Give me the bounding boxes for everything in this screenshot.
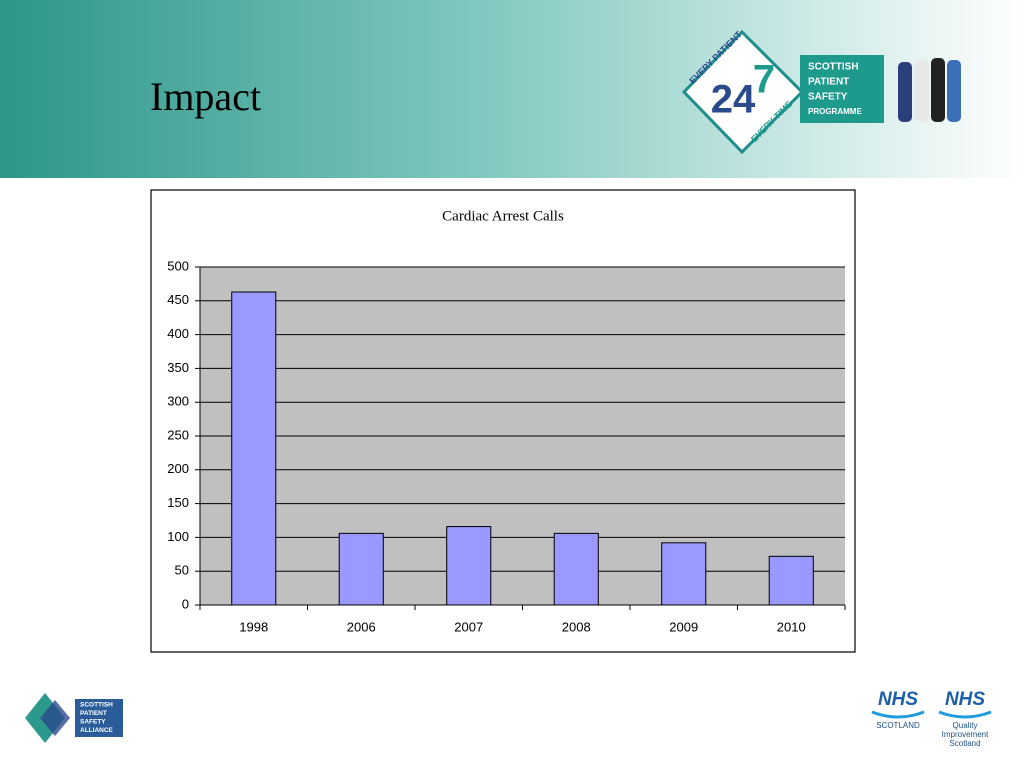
y-tick-label: 400 [167,326,189,341]
y-tick-label: 200 [167,461,189,476]
y-tick-label: 150 [167,495,189,510]
bar [553,532,599,606]
logo-number: 24 [711,78,756,122]
logo-diamond [681,29,805,155]
chart-title: Cardiac Arrest Calls [442,208,564,224]
logo-number: 7 [753,58,775,102]
bar [231,291,277,606]
bar [446,526,492,606]
logo-text: SCOTTISH [80,702,113,709]
nhs-swoosh [938,710,992,719]
staff-figures [898,58,961,122]
logo-panel [800,55,884,123]
x-tick-label: 1998 [239,619,268,634]
nhs-sub: SCOTLAND [876,721,920,730]
logo-text: PROGRAMME [808,107,862,116]
nhs-sub: Scotland [949,739,980,748]
nhs-box [939,688,991,710]
logo-text: SCOTTISH [808,62,859,73]
logo-text: ALLIANCE [80,727,114,734]
y-tick-label: 250 [167,427,189,442]
bar [338,532,384,606]
nhs-sub: Improvement [942,730,989,739]
x-tick-label: 2008 [562,619,591,634]
nhs-box [872,688,924,710]
slide-title: Impact [150,74,261,119]
x-tick-label: 2010 [777,619,806,634]
y-tick-label: 300 [167,394,189,409]
x-tick-label: 2007 [454,619,483,634]
nhs-sub: Quality [953,721,978,730]
nhs-mark: NHS [945,689,985,710]
x-tick-label: 2009 [669,619,698,634]
y-tick-label: 500 [167,258,189,273]
nhs-mark: NHS [878,689,918,710]
logo-text: SAFETY [80,719,106,726]
bar [661,542,707,606]
y-tick-label: 50 [175,563,189,578]
x-tick-label: 2006 [347,619,376,634]
y-tick-label: 350 [167,360,189,375]
y-tick-label: 100 [167,529,189,544]
logo-text: PATIENT [80,710,107,717]
logo-text: SAFETY [808,92,848,103]
y-tick-label: 450 [167,292,189,307]
y-tick-label: 0 [182,596,189,611]
logo-text: PATIENT [808,77,849,88]
bar [768,555,814,606]
nhs-swoosh [871,710,925,719]
